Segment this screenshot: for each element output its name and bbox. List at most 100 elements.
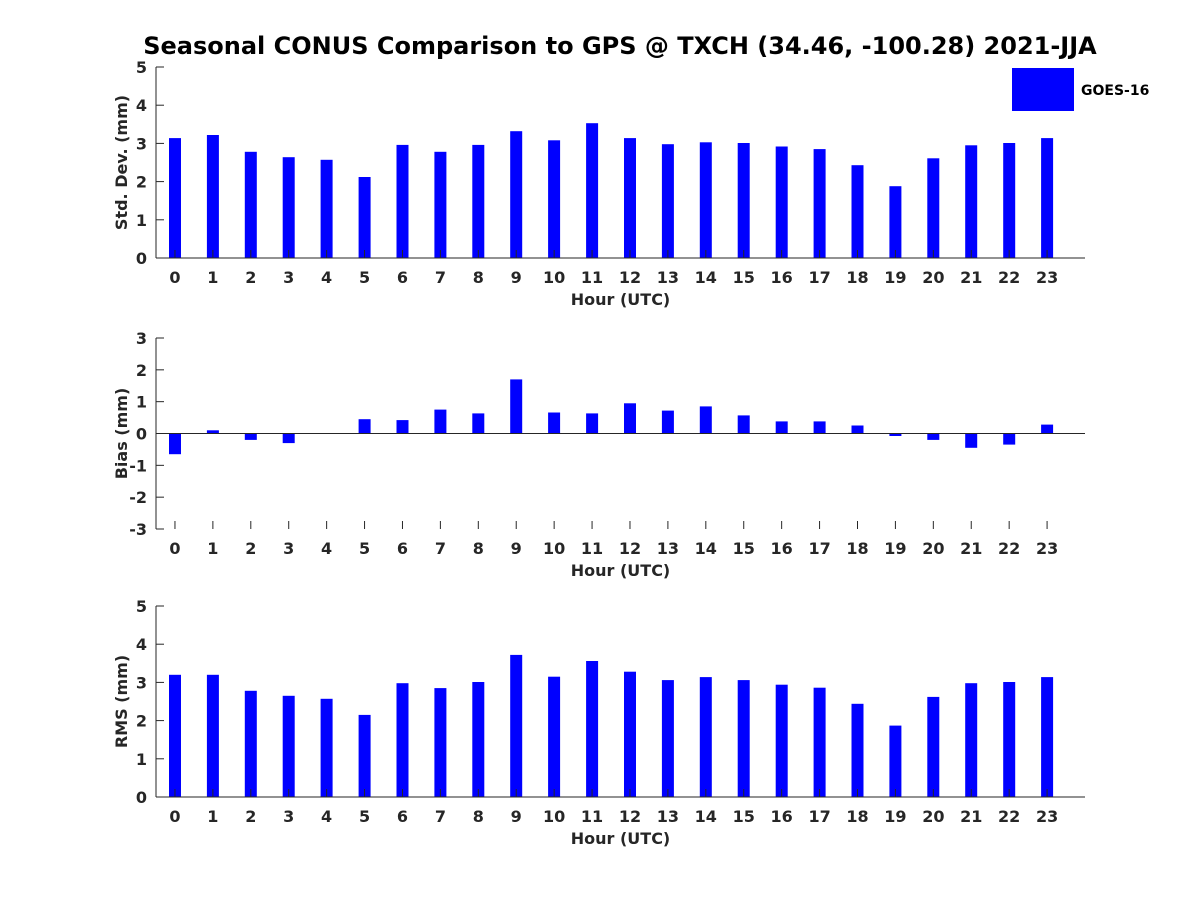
bar-std-dev-hour-3 — [282, 157, 295, 258]
bar-bias-hour-10 — [548, 412, 561, 434]
chart-title: Seasonal CONUS Comparison to GPS @ TXCH … — [143, 32, 1097, 60]
x-tick-label-std-dev: 18 — [846, 268, 868, 287]
x-tick-label-rms: 22 — [998, 807, 1020, 826]
x-tick-label-std-dev: 22 — [998, 268, 1020, 287]
y-tick-label-bias: -1 — [129, 456, 147, 475]
x-tick-label-bias: 6 — [397, 539, 408, 558]
x-tick-label-std-dev: 12 — [619, 268, 641, 287]
x-tick-label-rms: 3 — [283, 807, 294, 826]
bar-std-dev-hour-13 — [661, 144, 674, 258]
bar-rms-hour-12 — [624, 671, 636, 797]
bar-bias-hour-23 — [1041, 424, 1054, 434]
x-tick-label-rms: 19 — [884, 807, 906, 826]
x-tick-label-bias: 3 — [283, 539, 294, 558]
x-tick-label-rms: 21 — [960, 807, 982, 826]
bar-std-dev-hour-9 — [510, 131, 523, 258]
bar-bias-hour-0 — [169, 433, 181, 455]
y-tick-label-rms: 1 — [136, 750, 147, 769]
x-tick-label-rms: 16 — [771, 807, 793, 826]
x-tick-label-std-dev: 9 — [511, 268, 522, 287]
x-tick-label-std-dev: 10 — [543, 268, 565, 287]
x-tick-label-bias: 5 — [359, 539, 370, 558]
x-tick-label-std-dev: 1 — [207, 268, 218, 287]
bar-rms-hour-0 — [169, 674, 181, 797]
x-tick-label-rms: 9 — [511, 807, 522, 826]
bar-std-dev-hour-18 — [851, 165, 864, 258]
x-tick-label-bias: 4 — [321, 539, 332, 558]
y-tick-label-bias: 0 — [136, 425, 147, 444]
y-axis-label-std-dev: Std. Dev. (mm) — [112, 95, 131, 230]
x-tick-label-rms: 23 — [1036, 807, 1058, 826]
y-tick-label-std-dev: 2 — [136, 173, 147, 192]
x-tick-label-rms: 4 — [321, 807, 332, 826]
bar-bias-hour-22 — [1003, 433, 1016, 445]
y-tick-label-std-dev: 5 — [136, 58, 147, 77]
y-tick-label-std-dev: 1 — [136, 211, 147, 230]
bar-rms-hour-14 — [699, 677, 712, 797]
bar-rms-hour-17 — [813, 687, 826, 797]
x-tick-label-std-dev: 15 — [733, 268, 755, 287]
y-tick-label-bias: 2 — [136, 361, 147, 380]
bar-rms-hour-13 — [661, 680, 674, 797]
x-tick-label-bias: 19 — [884, 539, 906, 558]
bar-bias-hour-12 — [624, 403, 636, 434]
x-tick-label-std-dev: 3 — [283, 268, 294, 287]
legend-swatch — [1012, 68, 1074, 111]
x-tick-label-bias: 15 — [733, 539, 755, 558]
x-tick-label-std-dev: 14 — [695, 268, 717, 287]
x-tick-label-rms: 14 — [695, 807, 717, 826]
bar-bias-hour-21 — [965, 433, 978, 448]
x-tick-label-bias: 18 — [846, 539, 868, 558]
bar-rms-hour-1 — [206, 674, 219, 797]
x-tick-label-bias: 2 — [245, 539, 256, 558]
x-tick-label-rms: 5 — [359, 807, 370, 826]
legend: GOES-16 — [1012, 68, 1149, 111]
y-tick-label-rms: 5 — [136, 597, 147, 616]
bar-bias-hour-2 — [244, 433, 257, 440]
x-tick-label-rms: 6 — [397, 807, 408, 826]
y-axis-label-rms: RMS (mm) — [112, 655, 131, 748]
bar-std-dev-hour-7 — [434, 151, 447, 258]
bar-rms-hour-4 — [320, 698, 333, 797]
bar-std-dev-hour-6 — [396, 144, 409, 258]
x-tick-label-rms: 7 — [435, 807, 446, 826]
x-tick-label-rms: 0 — [169, 807, 180, 826]
x-tick-label-std-dev: 4 — [321, 268, 332, 287]
bar-std-dev-hour-19 — [889, 186, 902, 258]
x-tick-label-rms: 20 — [922, 807, 944, 826]
bar-bias-hour-7 — [434, 409, 447, 434]
bar-bias-hour-8 — [472, 413, 485, 434]
bar-std-dev-hour-15 — [737, 143, 750, 258]
bar-bias-hour-16 — [775, 421, 788, 434]
x-tick-label-bias: 10 — [543, 539, 565, 558]
x-tick-label-bias: 12 — [619, 539, 641, 558]
x-tick-label-std-dev: 7 — [435, 268, 446, 287]
bar-rms-hour-18 — [851, 703, 864, 797]
x-tick-label-std-dev: 23 — [1036, 268, 1058, 287]
x-tick-label-bias: 16 — [771, 539, 793, 558]
x-tick-label-rms: 18 — [846, 807, 868, 826]
x-tick-label-std-dev: 20 — [922, 268, 944, 287]
x-tick-label-bias: 8 — [473, 539, 484, 558]
x-tick-label-rms: 2 — [245, 807, 256, 826]
y-tick-label-std-dev: 0 — [136, 249, 147, 268]
bar-rms-hour-5 — [358, 714, 371, 797]
x-tick-label-rms: 10 — [543, 807, 565, 826]
bar-std-dev-hour-17 — [813, 149, 826, 258]
x-tick-label-rms: 8 — [473, 807, 484, 826]
x-tick-label-rms: 11 — [581, 807, 603, 826]
x-tick-label-std-dev: 21 — [960, 268, 982, 287]
y-tick-label-bias: 3 — [136, 329, 147, 348]
bar-bias-hour-13 — [661, 410, 674, 434]
x-tick-label-bias: 17 — [808, 539, 830, 558]
y-tick-label-rms: 3 — [136, 673, 147, 692]
y-axis-label-bias: Bias (mm) — [112, 388, 131, 480]
bar-bias-hour-18 — [851, 425, 864, 434]
y-tick-label-std-dev: 4 — [136, 96, 147, 115]
x-tick-label-bias: 14 — [695, 539, 717, 558]
x-tick-label-bias: 22 — [998, 539, 1020, 558]
x-tick-label-bias: 11 — [581, 539, 603, 558]
x-tick-label-std-dev: 8 — [473, 268, 484, 287]
x-tick-label-bias: 13 — [657, 539, 679, 558]
